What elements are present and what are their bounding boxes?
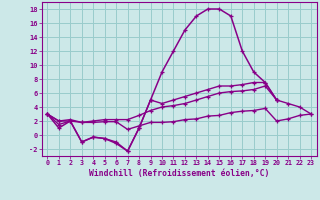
- X-axis label: Windchill (Refroidissement éolien,°C): Windchill (Refroidissement éolien,°C): [89, 169, 269, 178]
